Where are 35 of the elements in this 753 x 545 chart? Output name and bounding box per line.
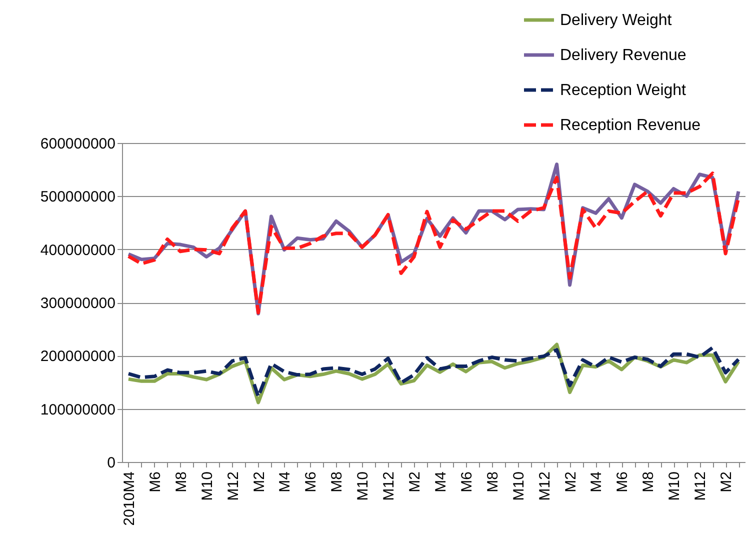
x-tick-label: M10 xyxy=(198,472,216,501)
x-tick-label: M12 xyxy=(224,472,242,501)
x-tick-label: M8 xyxy=(328,472,346,492)
y-tick-label: 200000000 xyxy=(40,348,116,366)
x-tick-label: M6 xyxy=(458,472,476,492)
x-tick-label: M6 xyxy=(302,472,320,492)
y-tick-label: 400000000 xyxy=(40,242,116,259)
x-tick-label: M12 xyxy=(692,472,710,501)
x-tick-label: M8 xyxy=(484,472,502,492)
x-tick-label: M2 xyxy=(250,472,268,492)
legend-label: Reception Weight xyxy=(560,82,687,99)
y-tick-label: 100000000 xyxy=(40,401,116,418)
x-tick-label: M10 xyxy=(510,472,528,501)
x-tick-label: M6 xyxy=(146,472,164,492)
x-tick-label: M8 xyxy=(172,472,190,492)
y-tick-label: 600000000 xyxy=(40,136,116,152)
x-tick-label: M10 xyxy=(666,472,684,501)
x-tick-label: M2 xyxy=(718,472,736,492)
x-tick-label: M12 xyxy=(536,472,554,501)
x-tick-label: M12 xyxy=(380,472,398,501)
legend-label: Reception Revenue xyxy=(560,117,701,134)
legend-label: Delivery Weight xyxy=(560,12,672,29)
legend-label: Delivery Revenue xyxy=(560,47,686,64)
x-tick-label: M2 xyxy=(562,472,580,492)
x-tick-label: M10 xyxy=(354,472,372,501)
x-tick-label: 2010M4 xyxy=(120,472,138,526)
x-tick-label: M4 xyxy=(588,472,606,492)
y-tick-label: 300000000 xyxy=(40,295,116,312)
x-tick-label: M6 xyxy=(614,472,632,492)
x-tick-label: M4 xyxy=(276,472,294,492)
x-tick-label: M8 xyxy=(640,472,658,492)
x-tick-label: M2 xyxy=(406,472,424,492)
y-tick-label: 0 xyxy=(107,454,116,472)
y-tick-label: 500000000 xyxy=(40,188,116,206)
x-tick-label: M4 xyxy=(432,472,450,492)
